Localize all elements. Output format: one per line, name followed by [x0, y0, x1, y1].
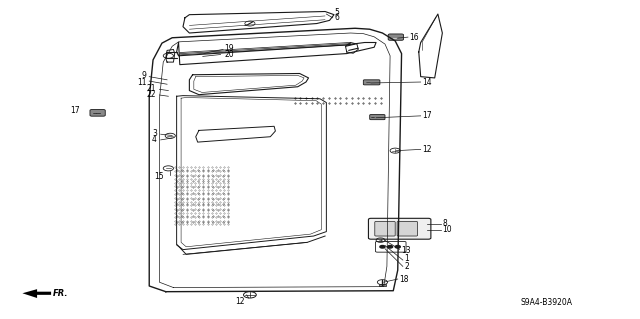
Text: FR.: FR. — [52, 289, 68, 298]
Text: 1: 1 — [404, 254, 409, 263]
FancyBboxPatch shape — [369, 218, 431, 239]
Text: 2: 2 — [404, 262, 409, 271]
Text: 13: 13 — [401, 246, 410, 255]
Text: 21: 21 — [146, 84, 156, 93]
FancyBboxPatch shape — [364, 80, 380, 85]
Text: 19: 19 — [225, 44, 234, 53]
Text: 6: 6 — [334, 13, 339, 22]
Text: 18: 18 — [399, 275, 408, 284]
Circle shape — [395, 246, 400, 248]
Text: 8: 8 — [442, 219, 447, 228]
Circle shape — [388, 246, 393, 248]
Text: S9A4-B3920A: S9A4-B3920A — [520, 298, 572, 307]
Text: 4: 4 — [152, 135, 157, 145]
Text: 12: 12 — [236, 297, 245, 306]
FancyBboxPatch shape — [370, 115, 385, 120]
FancyBboxPatch shape — [375, 221, 395, 236]
FancyBboxPatch shape — [388, 34, 403, 40]
Text: 20: 20 — [225, 50, 234, 59]
Text: 11: 11 — [137, 78, 147, 86]
FancyBboxPatch shape — [380, 284, 386, 286]
Circle shape — [380, 246, 385, 248]
Text: 12: 12 — [422, 145, 431, 154]
Text: 15: 15 — [155, 172, 164, 182]
Text: 22: 22 — [146, 90, 156, 99]
Text: 14: 14 — [422, 78, 431, 86]
Text: 5: 5 — [334, 8, 339, 17]
Text: 9: 9 — [142, 71, 147, 80]
Text: 10: 10 — [442, 225, 452, 234]
Text: 17: 17 — [70, 106, 80, 115]
FancyBboxPatch shape — [90, 109, 105, 116]
Text: 16: 16 — [409, 33, 419, 41]
FancyBboxPatch shape — [397, 221, 417, 236]
Text: 3: 3 — [152, 129, 157, 138]
Polygon shape — [22, 289, 51, 298]
Text: 17: 17 — [422, 111, 431, 120]
